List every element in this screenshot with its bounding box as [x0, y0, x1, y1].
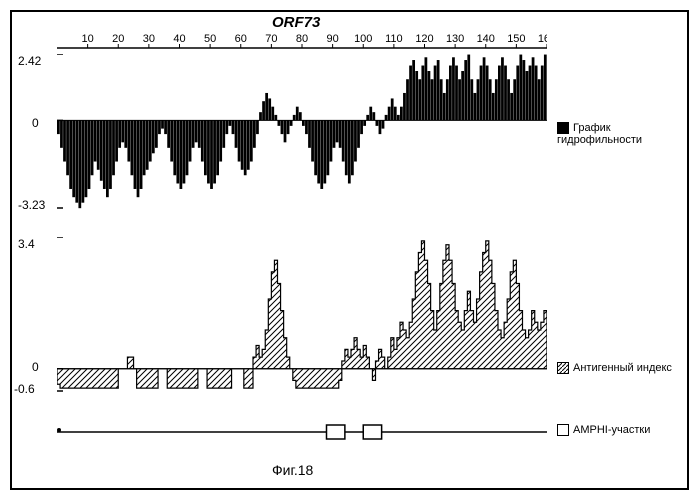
figure-container: ORF73 1020304050607080901001101201301401… [10, 10, 689, 490]
track-legend-swatch [557, 424, 569, 436]
chart2-legend-swatch [557, 362, 569, 374]
chart2-ytick-bottom: -0.6 [14, 382, 35, 396]
x-axis-row: 10 20 30 40 50 60 70 80 90 100 110 120 130 140 150 160 [57, 30, 547, 50]
svg-text:150: 150 [507, 33, 525, 45]
svg-text:10: 10 [82, 33, 94, 45]
chart1-ytick-zero: 0 [32, 116, 39, 130]
x-axis-svg: 10 20 30 40 50 60 70 80 90 100 110 120 130 140 150 160 [57, 30, 547, 50]
chart1-svg [57, 54, 547, 209]
track-dot [57, 428, 61, 432]
chart2-ytick-zero: 0 [32, 360, 39, 374]
svg-text:100: 100 [354, 33, 372, 45]
chart2-legend: Антигенный индекс [557, 362, 687, 374]
track-legend-label: AMPHI-участки [573, 424, 650, 436]
svg-text:120: 120 [415, 33, 433, 45]
svg-text:160: 160 [538, 33, 547, 45]
svg-text:40: 40 [173, 33, 185, 45]
chart2-svg [57, 237, 547, 392]
svg-text:50: 50 [204, 33, 216, 45]
antigenic-index-chart [57, 237, 547, 392]
hydrophilicity-chart [57, 54, 547, 209]
svg-text:90: 90 [327, 33, 339, 45]
figure-caption: Фиг.18 [272, 462, 313, 478]
svg-text:110: 110 [385, 33, 403, 45]
chart2-ytick-top: 3.4 [18, 237, 35, 251]
chart1-legend-label: График гидрофильности [557, 122, 642, 146]
chart1-legend: График гидрофильности [557, 122, 687, 146]
svg-text:60: 60 [235, 33, 247, 45]
chart1-ytick-bottom: -3.23 [18, 198, 45, 212]
chart1-legend-swatch [557, 122, 569, 134]
track-legend: AMPHI-участки [557, 424, 687, 436]
svg-text:70: 70 [265, 33, 277, 45]
chart2-legend-label: Антигенный индекс [573, 362, 672, 374]
svg-text:130: 130 [446, 33, 464, 45]
track-svg [57, 422, 547, 442]
svg-text:30: 30 [143, 33, 155, 45]
chart-title: ORF73 [272, 14, 320, 31]
svg-text:140: 140 [477, 33, 495, 45]
amphi-track [57, 422, 547, 442]
svg-text:80: 80 [296, 33, 308, 45]
svg-text:20: 20 [112, 33, 124, 45]
chart1-ytick-top: 2.42 [18, 54, 41, 68]
